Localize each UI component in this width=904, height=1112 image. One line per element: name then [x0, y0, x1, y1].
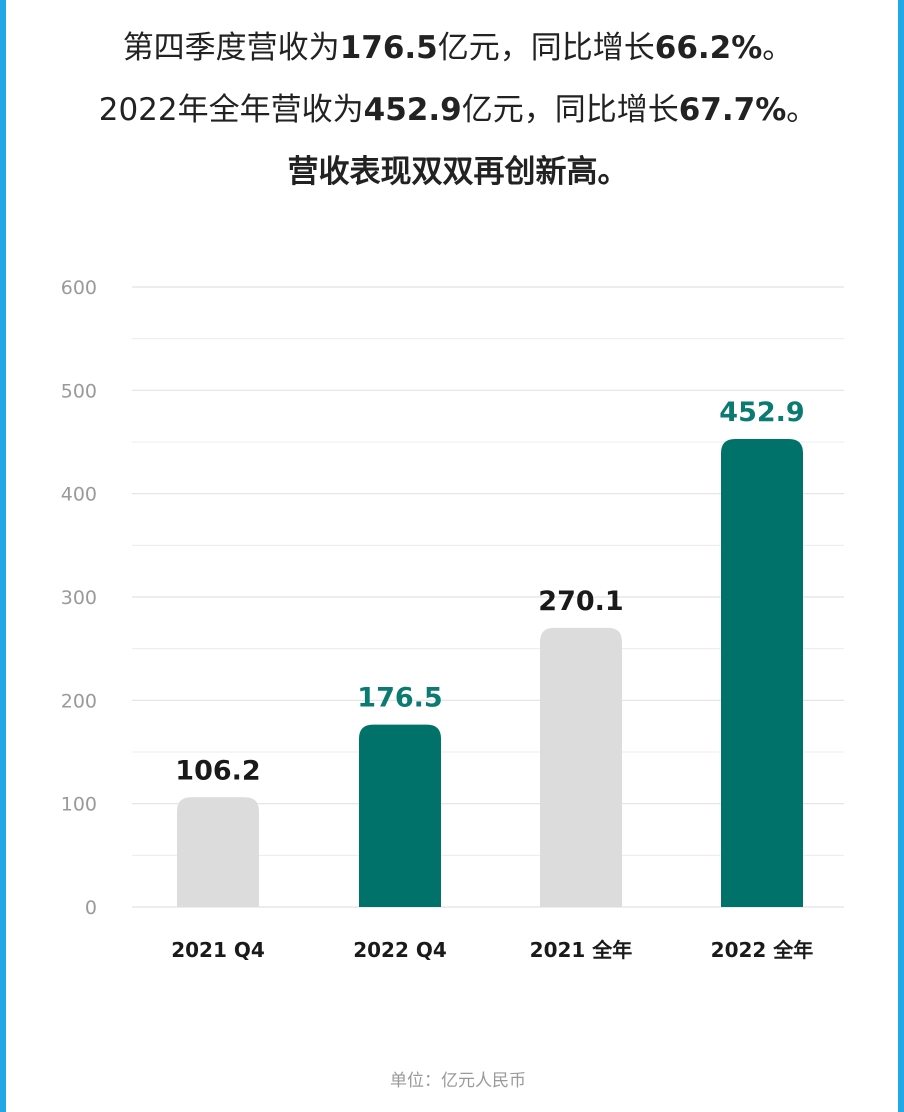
x-tick-label: 2022 全年: [711, 938, 814, 962]
y-tick-label: 300: [61, 587, 97, 609]
headline-line-3: 营收表现双双再创新高。: [287, 154, 629, 190]
x-tick-label: 2021 全年: [530, 938, 633, 962]
data-label: 176.5: [357, 683, 442, 714]
y-tick-label: 100: [61, 794, 97, 816]
headline-line2-segment: 亿元，同比增长: [461, 92, 679, 128]
headline-line2-segment: 67.7%: [678, 92, 787, 128]
y-tick-label: 600: [61, 277, 97, 299]
revenue-bar-chart: 0 100 200 300 400 500 600 106.2 2021 Q4 176.5 2022…: [61, 277, 844, 962]
data-label: 452.9: [719, 397, 804, 428]
bar-2021-Q4: [177, 797, 259, 907]
bar-2022-Q4: [359, 724, 441, 907]
y-tick-label: 500: [61, 380, 97, 402]
headline-line1-segment: 176.5: [339, 30, 438, 66]
y-tick-label: 400: [61, 484, 97, 506]
y-tick-label: 0: [85, 897, 97, 919]
bar-2021-全年: [540, 627, 622, 907]
headline-line-2: 2022年全年营收为452.9亿元，同比增长67.7%。: [6, 84, 904, 129]
headline-line1-segment: 亿元，同比增长: [437, 30, 655, 66]
x-tick-label: 2022 Q4: [353, 938, 447, 962]
y-tick-label: 200: [61, 690, 97, 712]
headline-line2-segment: 2022年全年营收为: [98, 92, 364, 128]
headline-line1-segment: 。: [762, 30, 794, 66]
headline-line2-segment: 452.9: [363, 92, 462, 128]
headline-line-1: 第四季度营收为176.5亿元，同比增长66.2%。: [6, 22, 904, 67]
data-label: 106.2: [175, 755, 260, 786]
bar-2022-全年: [721, 439, 803, 907]
headline-line2-segment: 。: [786, 92, 818, 128]
data-label: 270.1: [538, 586, 623, 617]
x-tick-label: 2021 Q4: [171, 938, 265, 962]
headline-line1-segment: 第四季度营收为: [122, 30, 340, 66]
headline-line1-segment: 66.2%: [654, 30, 763, 66]
unit-note: 单位：亿元人民币: [390, 1071, 526, 1091]
